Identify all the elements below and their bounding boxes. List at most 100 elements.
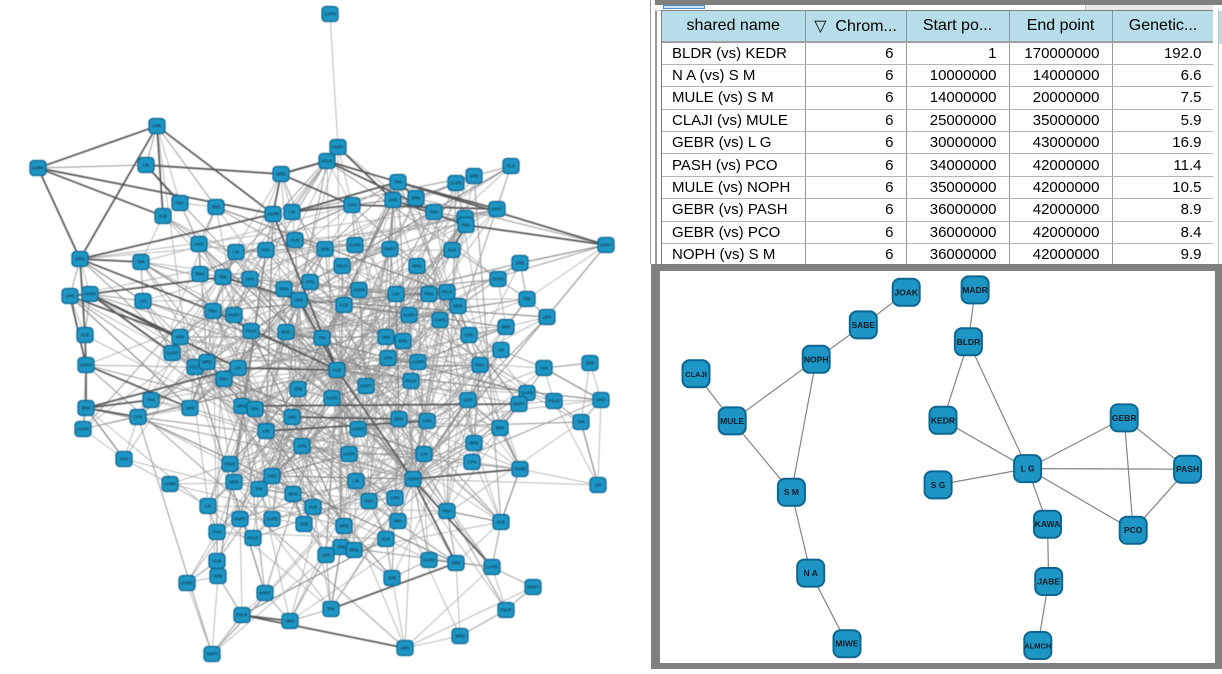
svg-text:KLB: KLB — [540, 366, 548, 371]
svg-text:ALMCH: ALMCH — [1024, 642, 1051, 651]
svg-text:KLB: KLB — [507, 164, 515, 169]
svg-text:CPN: CPN — [391, 496, 400, 501]
svg-text:LWS: LWS — [322, 553, 331, 558]
svg-text:GAPD: GAPD — [324, 12, 336, 17]
svg-text:BRN: BRN — [196, 272, 205, 277]
svg-text:PMA: PMA — [442, 509, 451, 514]
svg-text:CPN: CPN — [348, 203, 357, 208]
svg-text:NNRT: NNRT — [332, 145, 344, 150]
svg-text:MRD: MRD — [339, 524, 349, 529]
svg-text:LIN: LIN — [143, 163, 150, 168]
svg-text:AGRR: AGRR — [514, 467, 526, 472]
svg-text:SRB: SRB — [452, 561, 461, 566]
svg-text:LIN: LIN — [289, 210, 296, 215]
svg-text:TRK: TRK — [147, 398, 156, 403]
svg-text:LWS: LWS — [543, 315, 552, 320]
svg-text:PMA: PMA — [364, 499, 373, 504]
svg-text:GAPD: GAPD — [492, 277, 504, 282]
svg-text:BRN: BRN — [395, 417, 404, 422]
svg-text:PSLR: PSLR — [248, 536, 259, 541]
svg-text:BRN: BRN — [289, 492, 298, 497]
svg-text:AGRR: AGRR — [77, 427, 89, 432]
svg-text:NOPH: NOPH — [804, 354, 829, 364]
svg-text:LIN: LIN — [140, 299, 147, 304]
svg-text:PSLR: PSLR — [337, 264, 348, 269]
svg-text:NNRT: NNRT — [600, 243, 612, 248]
svg-text:GAPD: GAPD — [326, 396, 338, 401]
svg-text:GAPD: GAPD — [166, 351, 178, 356]
svg-text:PSLR: PSLR — [322, 159, 333, 164]
svg-text:SRB: SRB — [586, 361, 595, 366]
svg-text:LWS: LWS — [464, 398, 473, 403]
svg-text:PMA: PMA — [429, 210, 438, 215]
svg-text:AGRR: AGRR — [353, 288, 365, 293]
svg-text:LIN: LIN — [421, 452, 428, 457]
svg-text:BRN: BRN — [412, 196, 421, 201]
svg-text:PSLR: PSLR — [442, 290, 453, 295]
svg-text:TRK: TRK — [337, 545, 346, 550]
svg-text:MRD: MRD — [285, 619, 295, 624]
svg-text:LWS: LWS — [401, 646, 410, 651]
svg-text:AGRR: AGRR — [267, 212, 279, 217]
svg-text:KLB: KLB — [81, 333, 89, 338]
svg-text:PSLR: PSLR — [190, 365, 201, 370]
svg-text:PCO: PCO — [1124, 525, 1143, 535]
svg-text:GAPD: GAPD — [521, 391, 533, 396]
svg-text:AGRR: AGRR — [434, 318, 446, 323]
svg-text:SRB: SRB — [388, 576, 397, 581]
svg-text:PMA: PMA — [475, 363, 484, 368]
svg-text:MRD: MRD — [237, 404, 247, 409]
svg-text:GAPD: GAPD — [486, 565, 498, 570]
svg-text:BRN: BRN — [502, 325, 511, 330]
svg-text:JABE: JABE — [1037, 577, 1060, 587]
svg-text:TRK: TRK — [318, 336, 327, 341]
svg-text:SRB: SRB — [212, 205, 221, 210]
svg-text:MRD: MRD — [281, 330, 291, 335]
svg-text:TRK: TRK — [523, 297, 532, 302]
svg-text:CPN: CPN — [66, 294, 75, 299]
svg-text:CPN: CPN — [134, 415, 143, 420]
svg-text:PMA: PMA — [212, 530, 221, 535]
svg-text:LIN: LIN — [235, 366, 242, 371]
svg-text:KLB: KLB — [309, 505, 317, 510]
svg-text:PSLR: PSLR — [501, 608, 512, 613]
svg-text:MRD: MRD — [412, 264, 422, 269]
svg-text:CPN: CPN — [298, 444, 307, 449]
svg-text:BRN: BRN — [82, 406, 91, 411]
svg-text:CPN: CPN — [384, 356, 393, 361]
svg-text:MRD: MRD — [229, 480, 239, 485]
svg-text:GAPD: GAPD — [423, 558, 435, 563]
svg-text:TRK: TRK — [251, 407, 260, 412]
svg-text:SRB: SRB — [470, 174, 479, 179]
svg-text:PSLR: PSLR — [237, 613, 248, 618]
svg-text:NNRT: NNRT — [491, 207, 503, 212]
svg-text:AGRR: AGRR — [84, 292, 96, 297]
svg-text:CPN: CPN — [120, 457, 129, 462]
svg-text:TRK: TRK — [219, 275, 228, 280]
svg-text:TRK: TRK — [255, 487, 264, 492]
svg-text:LIN: LIN — [205, 504, 212, 509]
svg-text:SRB: SRB — [321, 247, 330, 252]
svg-text:PASH: PASH — [1176, 464, 1199, 474]
svg-text:BRN: BRN — [280, 287, 289, 292]
svg-text:TRK: TRK — [394, 180, 403, 185]
svg-text:NNRT: NNRT — [360, 384, 372, 389]
svg-text:TRK: TRK — [577, 420, 586, 425]
svg-text:KLB: KLB — [497, 520, 505, 525]
svg-text:MULE: MULE — [720, 416, 744, 426]
svg-text:KLB: KLB — [291, 238, 299, 243]
svg-text:GAPD: GAPD — [266, 517, 278, 522]
svg-text:L G: L G — [1021, 464, 1035, 474]
svg-text:KLB: KLB — [159, 214, 167, 219]
svg-text:N A: N A — [804, 568, 818, 578]
svg-text:BRN: BRN — [350, 548, 359, 553]
svg-text:CPN: CPN — [465, 333, 474, 338]
svg-text:PMA: PMA — [175, 201, 184, 206]
svg-text:GAPD: GAPD — [403, 313, 415, 318]
svg-text:AGRR: AGRR — [352, 427, 364, 432]
svg-text:NNRT: NNRT — [234, 517, 246, 522]
svg-text:PMA: PMA — [219, 377, 228, 382]
svg-text:SRB: SRB — [295, 298, 304, 303]
svg-text:PSLR: PSLR — [549, 399, 560, 404]
svg-text:PMA: PMA — [261, 248, 270, 253]
